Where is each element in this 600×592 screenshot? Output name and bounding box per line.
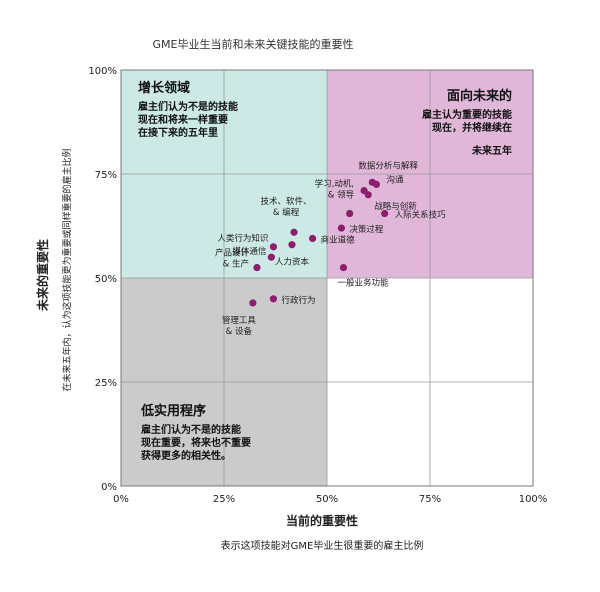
x-tick-label: 75% <box>419 494 441 505</box>
grid-lines <box>120 69 534 487</box>
y-axis-sublabel: 在未来五年内，认为这项技能更为重要或同样重要的雇主比例 <box>61 148 73 391</box>
scatter-point <box>290 228 298 236</box>
y-tick-label: 100% <box>88 66 117 77</box>
axes: 0% 25% 50% 75% 100% 0% 25% 50% 75% 100% <box>88 66 547 505</box>
point-label: 一般业务功能 <box>337 278 389 289</box>
point-label: 数据分析与解释 <box>358 160 418 171</box>
x-tick-label: 100% <box>519 494 548 505</box>
point-label: 人力资本 <box>275 257 310 268</box>
y-tick-label: 50% <box>95 274 117 285</box>
scatter-point <box>269 295 278 303</box>
point-label: 产品设计& 生产 <box>215 248 250 270</box>
y-axis-label: 未来的重要性 <box>35 239 50 312</box>
point-label: 媒体通信 <box>232 246 267 257</box>
quadrant-line: 雇主认为重要的技能 <box>422 108 512 121</box>
scatter-point <box>269 243 278 251</box>
point-label: 决策过程 <box>349 224 384 235</box>
scatter-point <box>308 234 317 243</box>
point-label: 管理工具& 设备 <box>222 315 257 337</box>
point-label: 行政行为 <box>281 295 315 306</box>
scatter-point <box>364 191 372 199</box>
quadrant-line: 雇主们认为不是的技能 <box>141 423 241 436</box>
quadrant-title: 低实用程序 <box>140 403 206 419</box>
plot-border <box>120 69 534 487</box>
point-label: 技术、软件、& 编程 <box>261 196 312 218</box>
point-label: 人类行为知识 <box>217 233 268 244</box>
quadrant-line: 获得更多的相关性。 <box>140 449 231 462</box>
y-tick-label: 75% <box>95 170 117 181</box>
data-points <box>249 178 389 307</box>
quadrant-line: 在接下来的五年里 <box>138 126 218 139</box>
scatter-point <box>253 264 261 272</box>
point-label: 沟通 <box>386 174 404 185</box>
scatter-point <box>381 209 389 218</box>
quadrant-title: 面向未来的 <box>447 88 512 104</box>
quadrant-line: 雇主们认为不是的技能 <box>138 100 238 113</box>
x-tick-label: 25% <box>213 494 235 505</box>
scatter-point <box>339 264 348 272</box>
point-label: 人际关系技巧 <box>395 210 447 221</box>
y-tick-label: 0% <box>101 482 117 493</box>
scatter-point <box>346 209 354 218</box>
scatter-point <box>288 241 296 249</box>
point-label: 商业道德 <box>321 234 356 245</box>
quadrant-line: 未来五年 <box>471 144 512 157</box>
x-axis-sublabel: 表示这项技能对GME毕业生很重要的雇主比例 <box>221 539 424 552</box>
x-tick-label: 0% <box>113 494 129 505</box>
quadrant-line: 现在重要，将来也不重要 <box>141 436 251 449</box>
point-label: 学习,动机, & 领导 <box>315 179 355 201</box>
x-tick-label: 50% <box>316 494 338 505</box>
quadrant-title: 增长领域 <box>138 80 190 96</box>
quadrant-line: 现在，并将继续在 <box>432 121 512 134</box>
x-axis-label: 当前的重要性 <box>286 513 358 528</box>
scatter-point <box>267 253 275 261</box>
y-tick-label: 25% <box>95 378 117 389</box>
point-label: 战略与创新 <box>374 201 417 212</box>
chart-title: GME毕业生当前和未来关键技能的重要性 <box>153 37 354 51</box>
scatter-point <box>372 180 381 188</box>
scatter-point <box>337 224 346 232</box>
scatter-point <box>249 299 257 307</box>
quadrant-line: 现在和将来一样重要 <box>138 113 228 126</box>
